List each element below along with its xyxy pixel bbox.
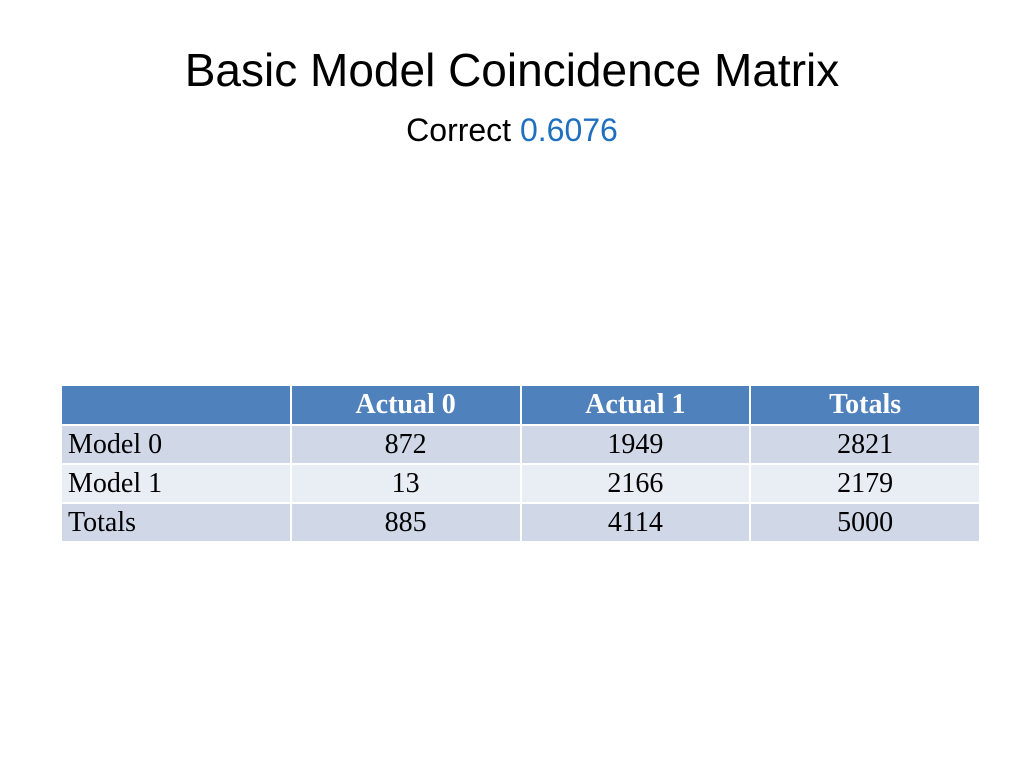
table-row: Model 1 13 2166 2179	[60, 463, 981, 504]
table-row: Model 0 872 1949 2821	[60, 424, 981, 465]
cell: 4114	[519, 502, 752, 543]
title: Basic Model Coincidence Matrix	[184, 44, 840, 96]
row-header: Totals	[60, 502, 292, 543]
header-row: Actual 0 Actual 1 Totals	[60, 384, 981, 426]
cell: 2821	[749, 424, 981, 465]
matrix-table: Actual 0 Actual 1 Totals Model 0 872 194…	[60, 384, 981, 543]
row-header: Model 0	[60, 424, 292, 465]
cell: 13	[289, 463, 522, 504]
cell: 2166	[519, 463, 752, 504]
row-header: Model 1	[60, 463, 292, 504]
cell: 1949	[519, 424, 752, 465]
subtitle: Correct 0.6076	[0, 108, 1024, 152]
cell: 872	[289, 424, 522, 465]
subtitle-value: 0.6076	[519, 112, 618, 148]
corner-cell	[60, 384, 292, 426]
column-header: Totals	[749, 384, 981, 426]
table-row: Totals 885 4114 5000	[60, 502, 981, 543]
subtitle-label: Correct	[406, 112, 512, 148]
cell: 2179	[749, 463, 981, 504]
cell: 5000	[749, 502, 981, 543]
column-header: Actual 0	[289, 384, 522, 426]
cell: 885	[289, 502, 522, 543]
column-header: Actual 1	[519, 384, 752, 426]
